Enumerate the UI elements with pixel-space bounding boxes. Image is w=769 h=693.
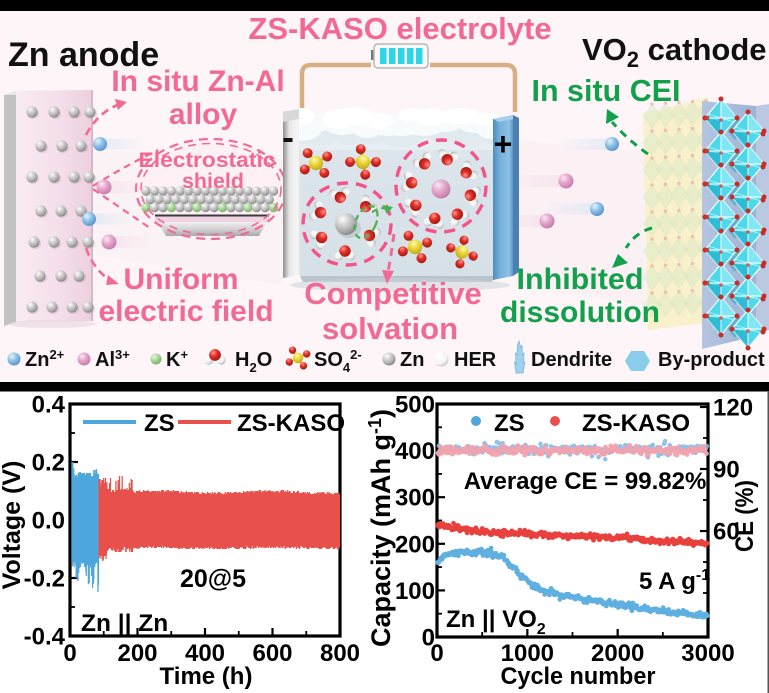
svg-text:Cycle number: Cycle number	[501, 663, 656, 690]
svg-text:Competitive: Competitive	[304, 276, 481, 311]
svg-text:VO2 cathode: VO2 cathode	[582, 32, 767, 72]
svg-text:Time (h): Time (h)	[160, 663, 253, 690]
svg-text:electric field: electric field	[98, 295, 273, 328]
svg-text:200: 200	[395, 531, 435, 558]
svg-text:shield: shield	[182, 170, 244, 193]
svg-text:400: 400	[185, 640, 225, 667]
svg-text:HER: HER	[454, 349, 497, 371]
svg-text:Dendrite: Dendrite	[531, 349, 612, 371]
svg-text:In situ CEI: In situ CEI	[532, 73, 681, 108]
svg-text:By-product: By-product	[658, 349, 765, 371]
svg-text:ZS-KASO: ZS-KASO	[582, 410, 690, 437]
svg-text:Zn: Zn	[400, 349, 424, 371]
svg-text:H2O: H2O	[235, 349, 272, 375]
svg-text:0: 0	[430, 640, 443, 667]
svg-text:Zn || VO2: Zn || VO2	[446, 606, 546, 638]
svg-text:ZS-KASO electrolyte: ZS-KASO electrolyte	[248, 11, 551, 46]
svg-text:solvation: solvation	[322, 311, 458, 346]
svg-text:400: 400	[395, 438, 435, 465]
svg-text:120: 120	[713, 395, 753, 422]
svg-text:Zn anode: Zn anode	[8, 36, 159, 74]
svg-text:90: 90	[713, 457, 740, 484]
svg-text:2000: 2000	[591, 640, 644, 667]
svg-text:100: 100	[395, 578, 435, 605]
svg-text:Uniform: Uniform	[124, 263, 239, 296]
svg-text:Zn || Zn: Zn || Zn	[81, 610, 168, 637]
svg-text:ZS: ZS	[144, 410, 175, 437]
svg-text:60: 60	[713, 519, 740, 546]
svg-text:In situ Zn-Al: In situ Zn-Al	[111, 65, 284, 98]
svg-text:Capacity (mAh g-1): Capacity (mAh g-1)	[365, 409, 396, 647]
svg-text:ZS: ZS	[494, 410, 525, 437]
svg-text:200: 200	[117, 640, 157, 667]
svg-text:0: 0	[63, 640, 76, 667]
svg-text:Inhibited: Inhibited	[517, 263, 644, 296]
svg-text:alloy: alloy	[169, 98, 238, 131]
svg-text:-0.4: -0.4	[24, 624, 66, 651]
svg-text:Zn2+: Zn2+	[25, 347, 65, 371]
svg-text:0: 0	[422, 625, 435, 652]
svg-text:600: 600	[252, 640, 292, 667]
svg-text:ZS-KASO: ZS-KASO	[237, 410, 345, 437]
svg-text:CE (%): CE (%)	[731, 480, 759, 552]
svg-text:0.4: 0.4	[32, 392, 66, 419]
svg-text:3000: 3000	[681, 640, 734, 667]
svg-text:300: 300	[395, 485, 435, 512]
svg-text:0.0: 0.0	[32, 508, 65, 535]
svg-text:800: 800	[320, 640, 360, 667]
svg-text:Voltage (V): Voltage (V)	[0, 461, 26, 590]
svg-text:500: 500	[395, 392, 435, 419]
svg-text:Al3+: Al3+	[95, 347, 130, 371]
svg-text:20@5: 20@5	[180, 565, 246, 593]
svg-text:Average CE = 99.82%: Average CE = 99.82%	[464, 468, 707, 495]
svg-text:Electrostatic: Electrostatic	[139, 149, 276, 172]
svg-text:-0.2: -0.2	[24, 566, 65, 593]
svg-text:dissolution: dissolution	[500, 296, 660, 329]
svg-text:+: +	[494, 126, 513, 162]
svg-text:0.2: 0.2	[32, 450, 65, 477]
svg-text:1000: 1000	[501, 640, 554, 667]
